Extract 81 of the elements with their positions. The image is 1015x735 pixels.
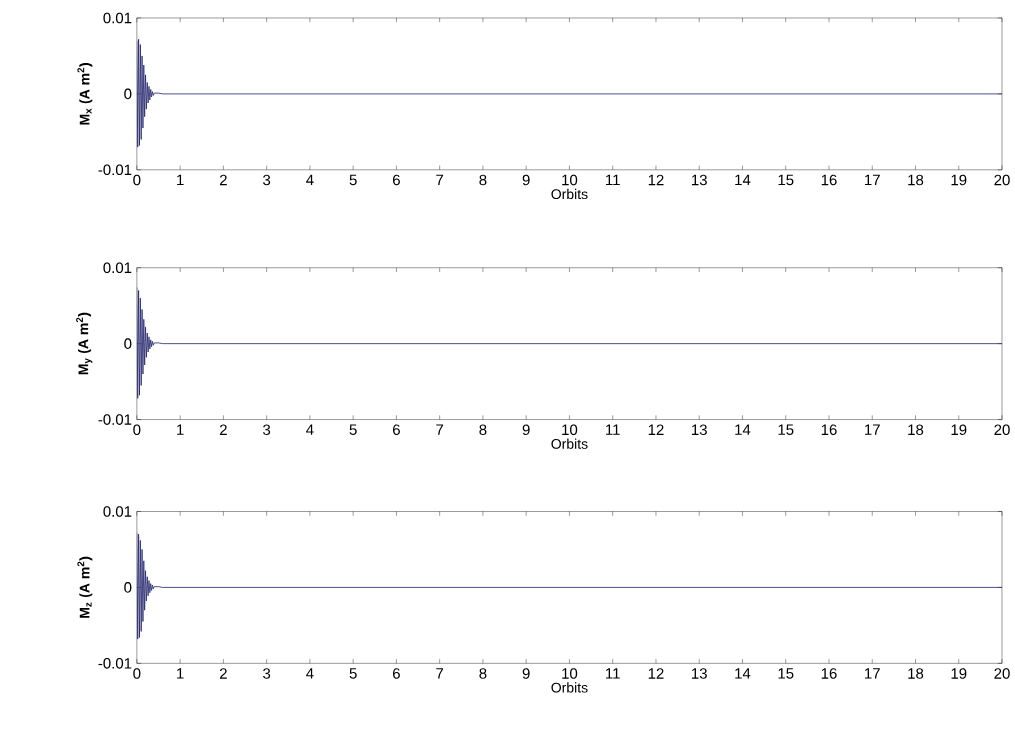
x-tick-label: 16 — [821, 174, 837, 186]
y-axis-title: M$_{y}$ (A m$^{2}$) — [76, 312, 93, 375]
x-tick-label: 4 — [306, 668, 314, 679]
y-tick-label: 0 — [124, 581, 132, 593]
x-tick-label: 8 — [479, 668, 487, 679]
x-tick-label: 4 — [306, 424, 314, 435]
x-tick-label: 2 — [219, 668, 227, 679]
x-tick-label: 19 — [951, 174, 967, 186]
x-tick-label: 18 — [908, 668, 924, 679]
x-tick-label: 1 — [177, 668, 184, 679]
x-tick-label: 13 — [692, 174, 707, 186]
x-tick-label: 17 — [865, 424, 880, 435]
x-tick-label: 9 — [522, 424, 530, 435]
x-tick-label: 10 — [562, 668, 578, 679]
x-tick-label: 15 — [778, 668, 794, 679]
y-tick-label: -0.01 — [98, 164, 132, 175]
x-tick-label: 16 — [821, 668, 837, 679]
x-tick-label: 11 — [606, 424, 620, 435]
x-tick-label: 16 — [821, 424, 837, 435]
y-axis-title: M$_{z}$ (A m$^{2}$) — [77, 556, 93, 618]
x-tick-label: 7 — [436, 174, 444, 185]
x-tick-label: 1 — [177, 424, 184, 435]
y-tick-label: -0.01 — [98, 414, 132, 425]
x-tick-label: 3 — [263, 668, 271, 679]
x-tick-label: 10 — [562, 174, 578, 186]
x-tick-label: 17 — [865, 174, 880, 185]
x-tick-label: 15 — [778, 174, 794, 186]
x-axis-title: Orbits — [551, 188, 588, 199]
x-tick-label: 12 — [648, 668, 664, 679]
x-axis-title: Orbits — [551, 438, 588, 449]
y-tick-label: 0.01 — [103, 506, 132, 517]
x-tick-label: 4 — [306, 174, 314, 185]
x-tick-label: 6 — [393, 424, 400, 435]
x-tick-label: 0 — [133, 668, 141, 679]
x-tick-label: 5 — [349, 174, 357, 186]
y-tick-label: 0.01 — [103, 262, 132, 273]
x-tick-label: 20 — [994, 424, 1010, 435]
x-tick-label: 14 — [735, 424, 751, 435]
x-tick-label: 3 — [263, 174, 271, 186]
y-tick-label: -0.01 — [98, 657, 132, 669]
x-tick-label: 14 — [735, 668, 751, 679]
x-tick-label: 15 — [778, 424, 794, 435]
x-tick-label: 9 — [522, 174, 530, 186]
x-tick-label: 18 — [908, 424, 924, 435]
line-series — [136, 286, 1003, 399]
x-tick-label: 7 — [436, 424, 444, 435]
x-tick-label: 8 — [479, 424, 487, 435]
x-tick-label: 19 — [951, 424, 967, 435]
x-tick-label: 3 — [263, 424, 271, 435]
x-tick-label: 0 — [133, 174, 141, 186]
line-series — [136, 38, 1003, 148]
x-tick-label: 6 — [393, 174, 400, 186]
x-tick-label: 5 — [349, 424, 357, 435]
x-axis-title: Orbits — [551, 682, 588, 693]
y-tick-label: 0 — [124, 338, 132, 349]
x-tick-label: 19 — [951, 668, 967, 679]
x-tick-label: 18 — [908, 174, 924, 186]
x-tick-label: 11 — [606, 174, 620, 185]
x-tick-label: 20 — [994, 174, 1010, 186]
x-tick-label: 12 — [648, 174, 664, 186]
x-tick-label: 12 — [648, 424, 664, 435]
x-tick-label: 13 — [692, 668, 707, 679]
y-tick-label: 0.01 — [103, 12, 132, 24]
y-axis-title: M$_{x}$ (A m$^{2}$) — [77, 62, 93, 125]
x-tick-label: 10 — [562, 424, 578, 435]
x-tick-label: 2 — [219, 174, 227, 186]
x-tick-label: 1 — [177, 174, 184, 185]
x-tick-label: 11 — [606, 668, 620, 679]
x-tick-label: 17 — [865, 668, 880, 679]
x-tick-label: 8 — [479, 174, 487, 186]
x-tick-label: 9 — [522, 668, 530, 679]
line-series — [136, 532, 1003, 640]
x-tick-label: 20 — [994, 668, 1010, 679]
x-tick-label: 0 — [133, 424, 141, 435]
x-tick-label: 14 — [735, 174, 751, 185]
x-tick-label: 13 — [692, 424, 707, 435]
x-tick-label: 7 — [436, 668, 444, 679]
x-tick-label: 2 — [219, 424, 227, 435]
y-tick-label: 0 — [124, 88, 132, 100]
x-tick-label: 6 — [393, 668, 400, 679]
x-tick-label: 5 — [349, 668, 357, 679]
